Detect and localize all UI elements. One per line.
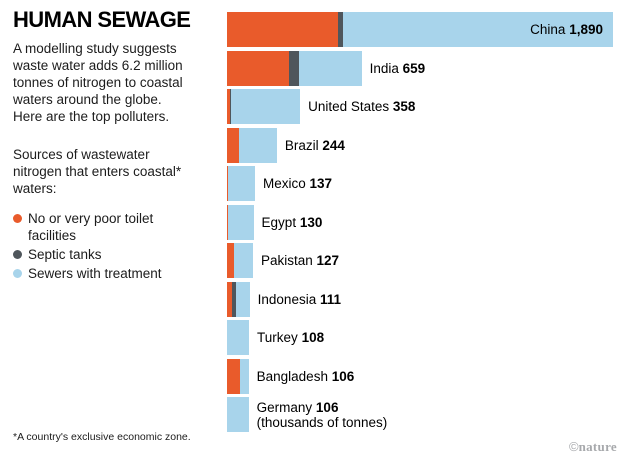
segment-sewers-with-treatment — [299, 50, 362, 86]
bar-label-bangladesh: Bangladesh 106 — [256, 368, 355, 384]
segment-no-or-very-poor-toilet-facilities — [227, 12, 339, 47]
segment-septic-tanks — [338, 12, 344, 47]
segment-septic-tanks — [231, 281, 237, 317]
segment-sewers-with-treatment — [239, 127, 277, 163]
bar-row-pakistan: Pakistan 127 — [227, 243, 613, 282]
nature-logo: nature — [578, 439, 617, 454]
bar-turkey — [227, 320, 250, 355]
bar-label-united-states: United States 358 — [308, 99, 416, 114]
bar-label-egypt: Egypt 130 — [261, 214, 323, 230]
legend-item-no-or-very-poor-toilet-facilities: No or very poor toilet facilities — [13, 210, 178, 244]
bar-bangladesh — [227, 358, 249, 394]
bar-label-india: India 659 — [369, 60, 426, 76]
bar-row-united-states: United States 358 — [227, 89, 613, 128]
gray-dot-icon — [13, 250, 22, 260]
segment-sewers-with-treatment — [231, 89, 301, 124]
bar-label-brazil: Brazil 244 — [284, 137, 345, 153]
bar-mexico — [227, 166, 255, 201]
bar-row-germany: Germany 106 (thousands of tonnes) — [227, 397, 613, 436]
segment-sewers-with-treatment — [227, 397, 249, 432]
page-title: HUMAN SEWAGE — [13, 7, 191, 32]
intro-text: A modelling study suggests waste water a… — [13, 41, 183, 125]
bar-row-bangladesh: Bangladesh 106 — [227, 358, 613, 398]
segment-sewers-with-treatment — [228, 204, 254, 240]
segment-no-or-very-poor-toilet-facilities — [227, 281, 232, 317]
segment-sewers-with-treatment — [343, 12, 613, 47]
segment-sewers-with-treatment — [239, 358, 249, 394]
bar-row-turkey: Turkey 108 — [227, 320, 613, 359]
segment-sewers-with-treatment — [227, 166, 255, 201]
orange-dot-icon — [13, 214, 22, 224]
bar-label-turkey: Turkey 108 — [257, 330, 325, 345]
segment-no-or-very-poor-toilet-facilities — [227, 358, 240, 394]
segment-sewers-with-treatment — [233, 243, 253, 278]
bar-china — [227, 12, 613, 47]
bar-label-indonesia: Indonesia 111 — [257, 291, 342, 307]
legend: No or very poor toilet facilities Septic… — [13, 210, 225, 282]
segment-no-or-very-poor-toilet-facilities — [227, 243, 234, 278]
legend-item-sewers-with-treatment: Sewers with treatment — [13, 265, 178, 282]
bar-row-brazil: Brazil 244 — [227, 127, 613, 167]
copyright-symbol: © — [569, 439, 579, 454]
legend-item-septic-tanks: Septic tanks — [13, 246, 178, 263]
blue-dot-icon — [13, 269, 22, 279]
bar-germany — [227, 397, 249, 432]
bar-label-china: China 1,890 — [530, 22, 603, 37]
bar-india — [227, 50, 362, 86]
segment-no-or-very-poor-toilet-facilities — [227, 204, 229, 240]
bar-row-egypt: Egypt 130 — [227, 204, 613, 244]
segment-no-or-very-poor-toilet-facilities — [227, 89, 230, 124]
bar-row-china: China 1,890 — [227, 12, 613, 51]
segment-sewers-with-treatment — [227, 320, 250, 355]
segment-septic-tanks — [289, 50, 300, 86]
legend-label: No or very poor toilet facilities — [28, 211, 154, 244]
bar-label-germany: Germany 106 (thousands of tonnes) — [256, 399, 388, 430]
bar-pakistan — [227, 243, 253, 278]
bar-label-mexico: Mexico 137 — [262, 176, 333, 191]
bar-united-states — [227, 89, 301, 124]
segment-no-or-very-poor-toilet-facilities — [227, 166, 228, 201]
bar-row-india: India 659 — [227, 50, 613, 90]
bar-row-mexico: Mexico 137 — [227, 166, 613, 205]
left-panel: HUMAN SEWAGE A modelling study suggests … — [13, 8, 225, 284]
legend-label: Septic tanks — [28, 247, 102, 263]
legend-intro: Sources of wastewater nitrogen that ente… — [13, 147, 182, 197]
segment-septic-tanks — [229, 89, 232, 124]
segment-no-or-very-poor-toilet-facilities — [227, 50, 290, 86]
bar-row-indonesia: Indonesia 111 — [227, 281, 613, 321]
segment-no-or-very-poor-toilet-facilities — [227, 127, 240, 163]
attribution: ©nature — [569, 439, 617, 455]
segment-sewers-with-treatment — [236, 281, 250, 317]
unit-note: (thousands of tonnes) — [256, 414, 388, 430]
bar-indonesia — [227, 281, 250, 317]
chart: China 1,890 India 659 United States 358 Bra… — [227, 12, 613, 436]
legend-label: Sewers with treatment — [28, 266, 162, 282]
bar-label-pakistan: Pakistan 127 — [260, 253, 339, 268]
footnote: *A country's exclusive economic zone. — [13, 431, 191, 443]
bar-egypt — [227, 204, 254, 240]
bar-brazil — [227, 127, 277, 163]
